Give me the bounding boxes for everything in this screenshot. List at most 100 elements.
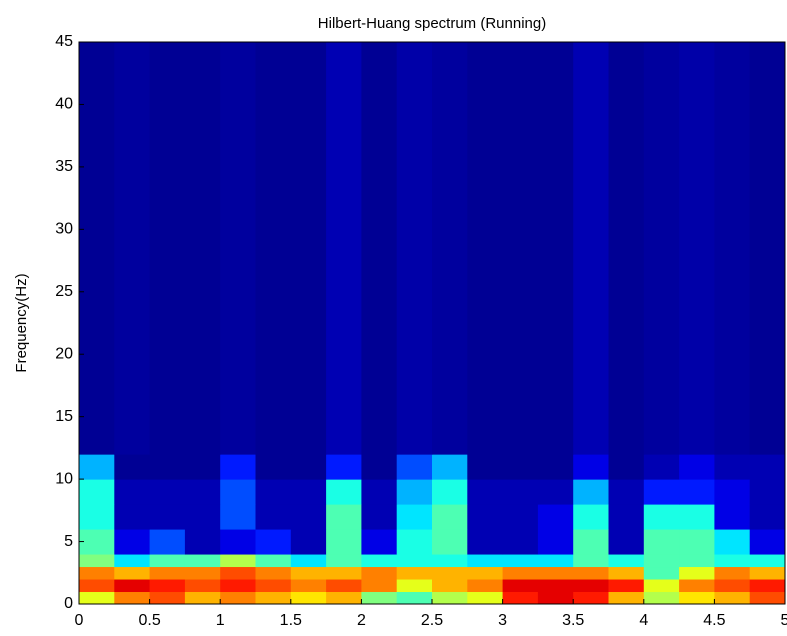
heatmap-cell: [643, 504, 680, 530]
heatmap-cell: [184, 566, 221, 580]
heatmap-cell: [432, 42, 468, 455]
heatmap-cell: [749, 566, 786, 580]
heatmap-cell: [149, 479, 186, 505]
heatmap-cell: [79, 479, 115, 505]
y-tick-label: 5: [64, 533, 73, 550]
heatmap-cell: [608, 579, 645, 593]
heatmap-cell: [502, 529, 539, 555]
heatmap-cell: [573, 579, 609, 593]
heatmap-cell: [396, 579, 433, 593]
heatmap-cell: [573, 504, 609, 530]
heatmap-cell: [679, 579, 715, 593]
heatmap-cell: [537, 529, 574, 555]
heatmap-cell: [537, 566, 574, 580]
heatmap-cell: [361, 554, 398, 568]
heatmap-cell: [608, 554, 645, 568]
heatmap-cell: [679, 42, 715, 455]
heatmap-cell: [326, 504, 362, 530]
heatmap-cell: [79, 504, 115, 530]
heatmap-cell: [537, 579, 574, 593]
heatmap-cell: [643, 591, 680, 605]
heatmap-cell: [643, 579, 680, 593]
heatmap-cell: [290, 554, 327, 568]
heatmap-cell: [326, 454, 362, 480]
heatmap-cell: [608, 42, 645, 455]
y-tick-label: 30: [55, 221, 73, 238]
heatmap-cell: [714, 529, 751, 555]
heatmap-cell: [396, 42, 433, 455]
heatmap-cell: [643, 554, 680, 568]
heatmap-cell: [749, 529, 786, 555]
heatmap-cell: [149, 579, 186, 593]
heatmap-cell: [79, 554, 115, 568]
heatmap-cell: [184, 579, 221, 593]
heatmap-cell: [255, 554, 292, 568]
heatmap-cell: [114, 529, 151, 555]
y-tick-label: 45: [55, 33, 73, 50]
heatmap-cell: [749, 579, 786, 593]
heatmap-cell: [255, 529, 292, 555]
heatmap-cell: [220, 579, 256, 593]
heatmap-cell: [184, 554, 221, 568]
heatmap-cell: [502, 554, 539, 568]
y-tick-label: 15: [55, 408, 73, 425]
heatmap-cell: [396, 454, 433, 480]
heatmap-cell: [149, 42, 186, 455]
heatmap-cell: [502, 504, 539, 530]
heatmap-cell: [608, 566, 645, 580]
x-tick-label: 0.5: [138, 612, 160, 629]
heatmap-cell: [467, 42, 504, 455]
heatmap-cell: [361, 504, 398, 530]
heatmap-cell: [573, 479, 609, 505]
heatmap-cell: [290, 42, 327, 455]
heatmap-cell: [149, 454, 186, 480]
heatmap-cell: [255, 579, 292, 593]
heatmap-cell: [432, 504, 468, 530]
heatmap-cell: [184, 479, 221, 505]
heatmap-cell: [537, 504, 574, 530]
heatmap-cell: [714, 454, 751, 480]
heatmap-cell: [749, 454, 786, 480]
heatmap-cell: [255, 479, 292, 505]
heatmap-cell: [502, 42, 539, 455]
heatmap-cell: [326, 42, 362, 455]
y-tick-label: 35: [55, 158, 73, 175]
heatmap-cell: [114, 591, 151, 605]
heatmap-cell: [467, 479, 504, 505]
heatmap-cell: [749, 42, 786, 455]
heatmap-cell: [608, 591, 645, 605]
x-tick-label: 4: [639, 612, 648, 629]
heatmap-cell: [79, 591, 115, 605]
heatmap-cell: [184, 504, 221, 530]
heatmap-cell: [643, 479, 680, 505]
heatmap-cell: [114, 454, 151, 480]
heatmap-cell: [290, 529, 327, 555]
heatmap-cell: [290, 504, 327, 530]
heatmap-cell: [537, 42, 574, 455]
heatmap-cell: [114, 479, 151, 505]
heatmap-cell: [255, 591, 292, 605]
heatmap-cell: [220, 479, 256, 505]
heatmap-cell: [502, 579, 539, 593]
heatmap-cell: [573, 566, 609, 580]
heatmap-cell: [679, 566, 715, 580]
heatmap-cell: [432, 479, 468, 505]
heatmap-cell: [396, 504, 433, 530]
heatmap-cell: [255, 454, 292, 480]
heatmap-cell: [361, 479, 398, 505]
chart-title: Hilbert-Huang spectrum (Running): [318, 15, 546, 32]
heatmap-cell: [361, 529, 398, 555]
heatmap-cell: [184, 529, 221, 555]
heatmap-cell: [114, 566, 151, 580]
x-tick-label: 3.5: [562, 612, 584, 629]
heatmap-cell: [114, 42, 151, 455]
heatmap-cell: [432, 554, 468, 568]
heatmap-cell: [255, 504, 292, 530]
x-tick-label: 2.5: [421, 612, 443, 629]
heatmap-cell: [573, 554, 609, 568]
heatmap-cell: [396, 479, 433, 505]
heatmap-cell: [714, 42, 751, 455]
heatmap-cell: [114, 554, 151, 568]
heatmap-cell: [467, 591, 504, 605]
heatmap-cell: [502, 591, 539, 605]
